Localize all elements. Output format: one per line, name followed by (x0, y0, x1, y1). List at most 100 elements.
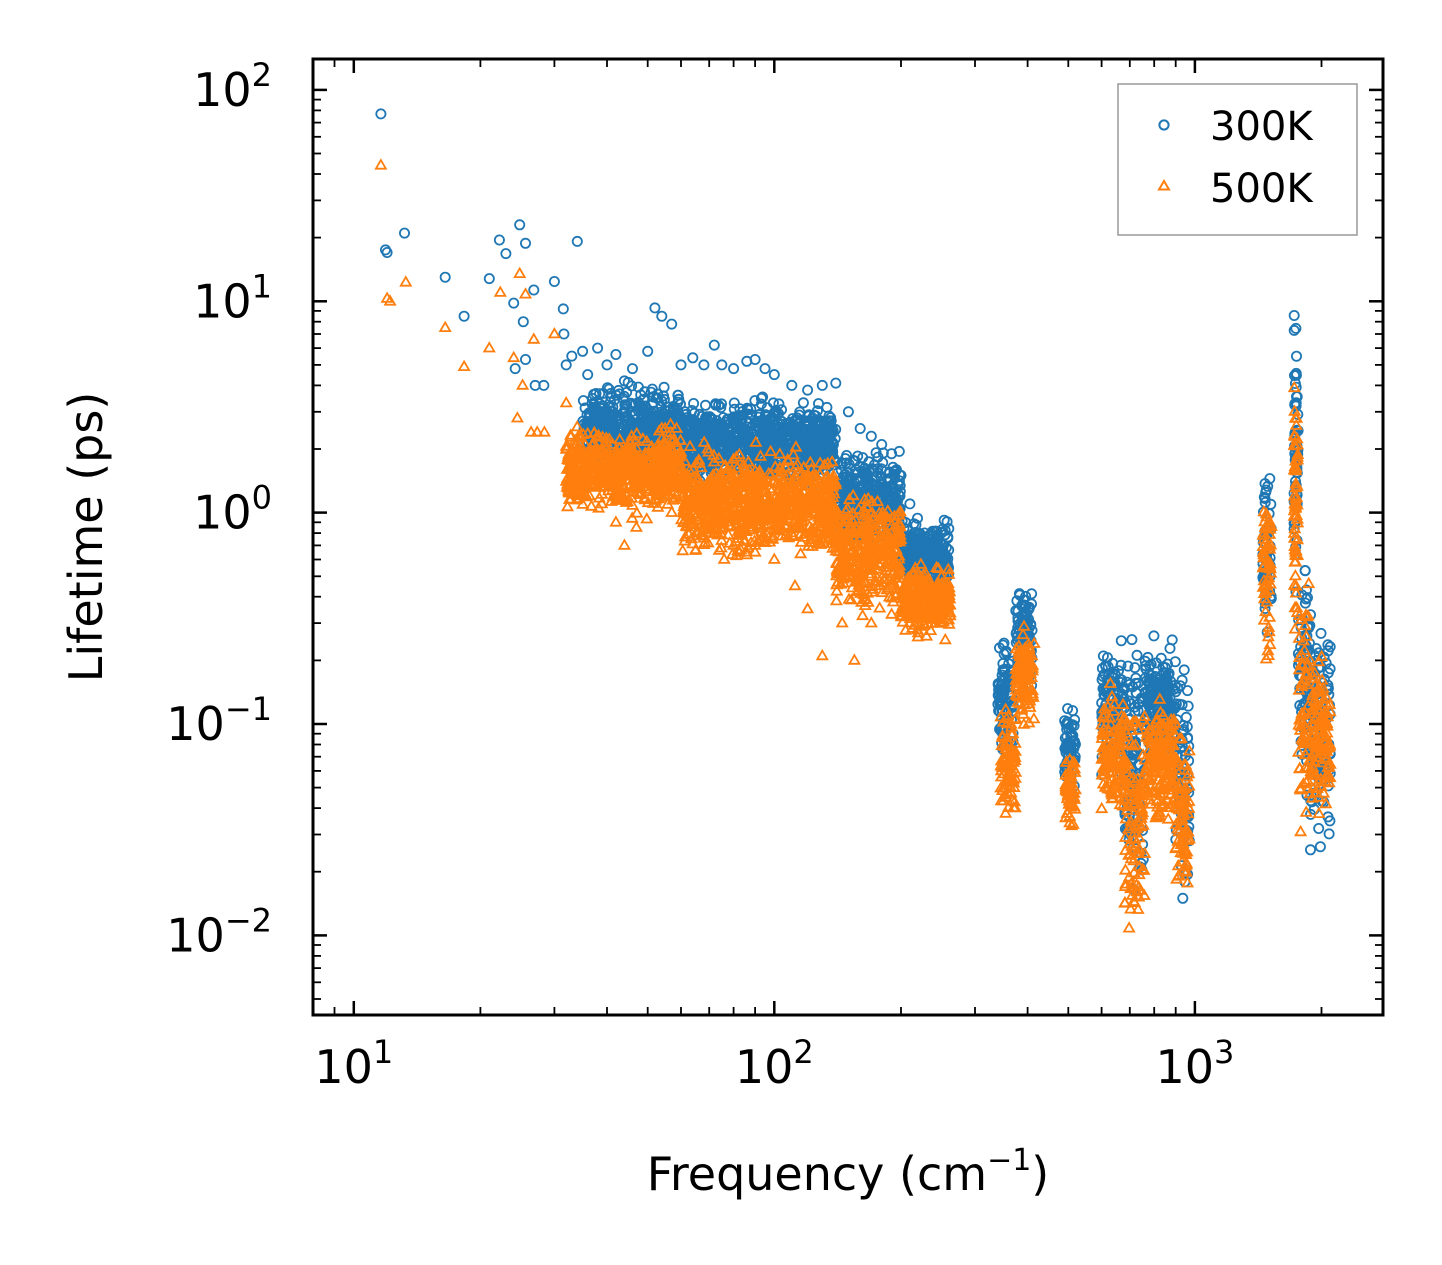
data-point (565, 487, 580, 499)
data-point (1127, 681, 1139, 693)
data-point (655, 461, 669, 474)
data-point (1178, 724, 1190, 736)
data-point (500, 248, 512, 260)
data-point (691, 484, 705, 497)
data-point (749, 435, 763, 447)
data-point (606, 437, 620, 449)
data-point (574, 444, 588, 456)
data-point (706, 512, 720, 524)
data-point (797, 527, 811, 539)
data-point (879, 487, 891, 499)
data-point (560, 462, 574, 474)
data-point (664, 452, 678, 464)
data-point (615, 418, 627, 430)
data-point (663, 425, 677, 437)
data-point (508, 297, 520, 309)
data-point (594, 388, 606, 400)
data-point (714, 541, 728, 553)
data-point (709, 472, 723, 485)
data-point (667, 490, 682, 503)
data-point (617, 392, 629, 404)
data-point (829, 594, 843, 606)
data-point (1291, 350, 1303, 362)
data-point (623, 436, 637, 449)
data-point (774, 479, 788, 491)
data-point (682, 488, 696, 501)
data-point (705, 503, 719, 515)
data-point (1131, 649, 1143, 661)
data-point (810, 440, 822, 452)
data-point (483, 273, 495, 285)
data-point (807, 430, 819, 442)
data-point (781, 454, 795, 466)
data-point (794, 494, 808, 506)
data-point (882, 485, 894, 497)
data-point (655, 477, 670, 490)
data-point (576, 474, 590, 486)
data-point (755, 427, 767, 439)
data-point (749, 417, 761, 429)
data-point (688, 543, 703, 555)
data-point (730, 415, 742, 427)
data-point (700, 399, 712, 411)
data-point (1169, 656, 1181, 668)
data-point (748, 482, 762, 494)
data-point (639, 463, 653, 476)
data-point (1323, 828, 1335, 840)
data-point (1062, 703, 1074, 715)
data-point (588, 408, 600, 420)
data-point (558, 328, 570, 340)
data-point (794, 535, 808, 547)
data-point (564, 430, 578, 442)
data-point (375, 108, 387, 120)
data-point (827, 476, 841, 488)
data-point (721, 462, 735, 474)
data-point (727, 474, 741, 486)
data-point (815, 502, 829, 515)
data-point (595, 410, 607, 422)
data-point (826, 499, 840, 511)
data-point (618, 493, 633, 505)
data-point (566, 477, 580, 490)
data-point (748, 545, 762, 557)
data-point (1145, 658, 1157, 670)
data-point (843, 472, 855, 484)
data-point (842, 492, 856, 505)
data-point (711, 517, 726, 529)
data-point (743, 470, 757, 482)
data-point (1003, 658, 1015, 670)
data-point (623, 457, 637, 469)
data-point (767, 475, 781, 487)
data-point (811, 508, 825, 520)
data-point (520, 237, 532, 249)
data-point (613, 384, 625, 396)
data-point (861, 595, 875, 607)
data-point (557, 303, 569, 315)
data-point (795, 414, 807, 426)
data-point (790, 457, 805, 469)
data-point (821, 456, 835, 468)
data-point (683, 439, 697, 452)
data-point (856, 608, 870, 621)
data-point (689, 456, 703, 468)
data-point (736, 421, 748, 433)
data-point (570, 420, 584, 432)
data-point (632, 381, 644, 393)
data-point (638, 419, 650, 431)
data-point (802, 519, 817, 531)
data-point (589, 447, 603, 459)
data-point (642, 445, 656, 457)
data-point (835, 464, 847, 476)
data-point (720, 480, 734, 492)
data-point (680, 474, 695, 486)
data-point (610, 492, 624, 504)
data-point (863, 477, 875, 489)
data-point (735, 480, 749, 493)
data-point (1258, 491, 1270, 503)
data-point (1178, 664, 1190, 676)
data-point (818, 504, 832, 516)
data-point (767, 409, 779, 421)
data-point (658, 381, 670, 393)
data-point (881, 473, 893, 485)
data-point (398, 227, 410, 239)
